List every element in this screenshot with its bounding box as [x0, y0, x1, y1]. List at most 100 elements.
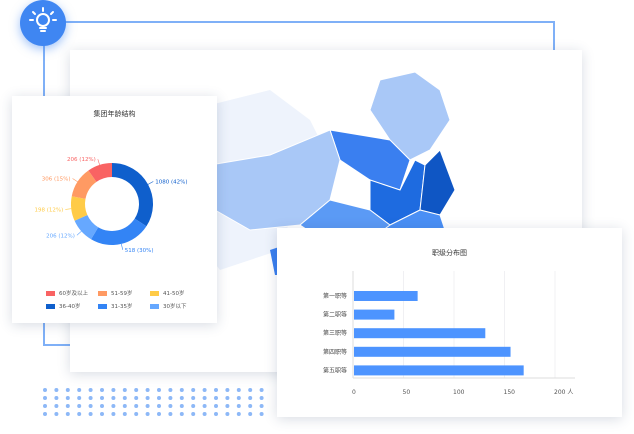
dot	[88, 404, 93, 408]
dot	[157, 404, 161, 408]
bar[interactable]	[354, 346, 511, 357]
legend-item[interactable]: 41-50岁	[150, 289, 184, 297]
slice-label: 518 (30%)	[125, 248, 154, 254]
dot	[202, 412, 207, 416]
bar[interactable]	[354, 328, 486, 339]
dot	[122, 412, 127, 416]
legend-label: 30岁以下	[163, 304, 187, 310]
dot	[145, 396, 150, 400]
dot	[248, 396, 253, 400]
lightbulb-icon	[20, 0, 66, 46]
dot	[65, 404, 70, 408]
dot	[225, 412, 230, 416]
dot	[111, 396, 116, 400]
dot	[54, 388, 59, 392]
age-structure-card: 1080 (42%) 518 (30%) 206 (12%) 198 (12%) 306…	[12, 96, 217, 323]
dot	[100, 388, 104, 392]
decorative-dot-grid	[43, 388, 264, 416]
donut-slice[interactable]	[71, 170, 97, 199]
legend-label: 31-35岁	[111, 304, 133, 310]
bar[interactable]	[354, 291, 418, 301]
dot	[179, 396, 184, 400]
dot	[43, 404, 47, 408]
dot	[100, 396, 104, 400]
dot	[100, 412, 104, 416]
dot	[157, 388, 161, 392]
dot	[65, 412, 70, 416]
dot	[157, 396, 161, 400]
dot	[179, 404, 184, 408]
legend-swatch	[46, 303, 55, 309]
frame-line-top	[44, 21, 555, 23]
x-tick-label: 150	[504, 389, 516, 396]
slice-label: 1080 (42%)	[155, 180, 187, 186]
slice-label: 206 (12%)	[46, 233, 75, 239]
dot	[191, 396, 196, 400]
legend-label: 51-59岁	[111, 291, 133, 297]
dot	[191, 388, 196, 392]
legend-swatch	[150, 303, 159, 309]
dot	[202, 404, 207, 408]
dot	[259, 396, 264, 400]
bar[interactable]	[354, 309, 395, 320]
dot	[43, 412, 47, 416]
legend-item[interactable]: 30岁以下	[150, 302, 187, 310]
dot	[225, 388, 230, 392]
dot	[236, 388, 241, 392]
dot	[145, 404, 150, 408]
bar[interactable]	[354, 365, 524, 376]
x-tick-label: 200 人	[554, 389, 573, 396]
dot	[65, 388, 70, 392]
dot	[77, 404, 82, 408]
age-chart-title: 集团年龄结构	[93, 110, 136, 118]
donut-slice[interactable]	[74, 215, 99, 240]
age-donut-chart: 1080 (42%) 518 (30%) 206 (12%) 198 (12%) 306…	[35, 157, 188, 254]
dot	[88, 396, 93, 400]
dot	[111, 412, 116, 416]
dot	[248, 404, 253, 408]
y-category-label: 第一职等	[323, 292, 347, 300]
dot	[157, 412, 161, 416]
label-leader	[76, 231, 82, 236]
dot	[259, 404, 264, 408]
slice-label: 306 (15%)	[42, 176, 71, 182]
legend-item[interactable]: 36-40岁	[46, 302, 80, 310]
dot	[54, 404, 59, 408]
y-category-label: 第四职等	[323, 348, 347, 356]
legend-swatch	[98, 303, 107, 309]
dot	[168, 412, 173, 416]
label-leader	[97, 159, 100, 166]
dot	[122, 404, 127, 408]
legend-label: 36-40岁	[59, 304, 81, 310]
dot	[43, 396, 47, 400]
dot	[214, 404, 218, 408]
donut-slice[interactable]	[71, 196, 88, 221]
dot	[191, 412, 196, 416]
legend-swatch	[150, 290, 159, 296]
dot	[168, 404, 173, 408]
dot	[248, 412, 253, 416]
dot	[225, 404, 230, 408]
dot	[179, 388, 184, 392]
slice-label: 198 (12%)	[35, 207, 64, 213]
dot	[236, 404, 241, 408]
dot	[54, 396, 59, 400]
dot	[145, 388, 150, 392]
dot	[202, 388, 207, 392]
donut-slice[interactable]	[91, 218, 147, 245]
donut-slice[interactable]	[88, 163, 112, 182]
dot	[191, 404, 196, 408]
dot	[236, 412, 241, 416]
legend-label: 41-50岁	[163, 291, 185, 297]
donut-slice[interactable]	[112, 163, 153, 227]
dot	[214, 388, 218, 392]
dot	[111, 388, 116, 392]
y-category-label: 第五职等	[323, 366, 347, 374]
dot	[202, 396, 207, 400]
y-category-label: 第二职等	[323, 311, 347, 319]
dot	[214, 412, 218, 416]
legend-item[interactable]: 51-59岁	[98, 289, 132, 297]
legend-item[interactable]: 60岁及以上	[46, 289, 88, 297]
legend-item[interactable]: 31-35岁	[98, 302, 132, 310]
